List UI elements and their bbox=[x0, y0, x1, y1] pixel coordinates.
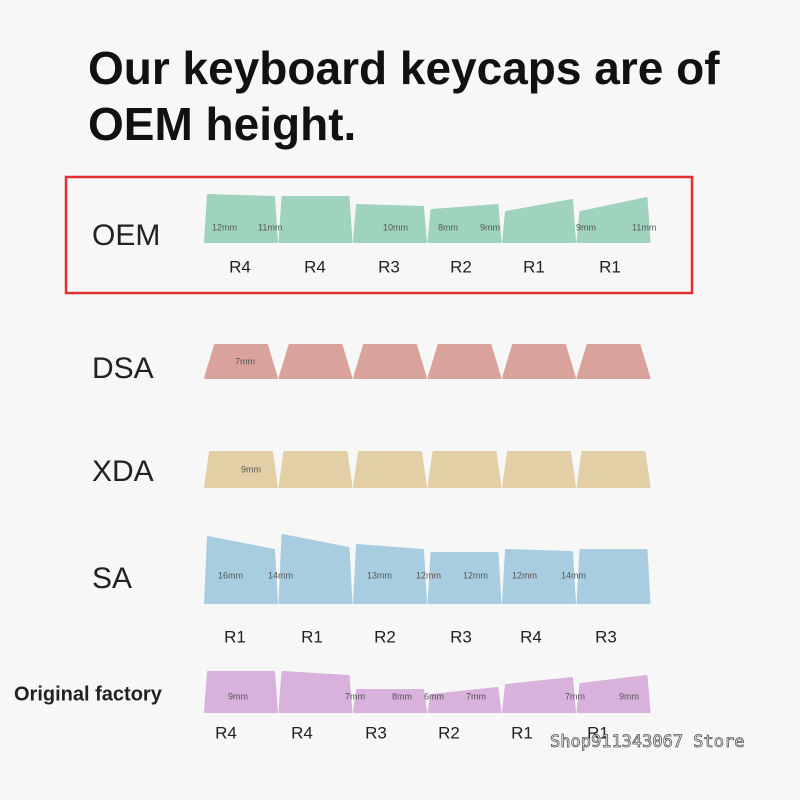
keycap bbox=[427, 552, 502, 604]
dimension-label: 7mm bbox=[345, 691, 365, 701]
dimension-label: 6mm bbox=[424, 691, 444, 701]
row-label: R1 bbox=[301, 627, 323, 646]
keycap bbox=[576, 197, 651, 243]
keycap bbox=[204, 536, 278, 604]
dimension-label: 7mm bbox=[565, 691, 585, 701]
dimension-label: 7mm bbox=[466, 691, 486, 701]
profile-name: OEM bbox=[92, 219, 160, 252]
row-label: R4 bbox=[229, 257, 251, 276]
keycap bbox=[204, 194, 278, 243]
row-label: R3 bbox=[365, 723, 387, 742]
row-label: R1 bbox=[224, 627, 246, 646]
dimension-label: 12mm bbox=[416, 570, 441, 580]
row-label: R1 bbox=[511, 723, 533, 742]
row-label: R1 bbox=[599, 257, 621, 276]
keycap bbox=[502, 344, 576, 379]
profile-name: DSA bbox=[92, 352, 154, 385]
keycap bbox=[278, 671, 353, 713]
row-label: R3 bbox=[595, 627, 617, 646]
keycap bbox=[427, 451, 502, 488]
keycap bbox=[204, 451, 278, 488]
row-label: R2 bbox=[438, 723, 460, 742]
keycap bbox=[576, 451, 651, 488]
row-label: R4 bbox=[304, 257, 326, 276]
keycap bbox=[427, 344, 502, 379]
dimension-label: 12mm bbox=[512, 570, 537, 580]
dimension-label: 11mm bbox=[632, 222, 656, 232]
dimension-label: 9mm bbox=[241, 464, 261, 474]
keycap bbox=[427, 687, 502, 713]
dimension-label: 14mm bbox=[561, 570, 586, 580]
keycap bbox=[278, 196, 353, 243]
dimension-label: 7mm bbox=[235, 356, 255, 366]
dimension-label: 13mm bbox=[367, 570, 392, 580]
keycap bbox=[502, 199, 576, 243]
keycap bbox=[278, 451, 353, 488]
keycap bbox=[576, 675, 651, 713]
row-label: R2 bbox=[450, 257, 472, 276]
dimension-label: 12mm bbox=[212, 222, 237, 232]
row-label: R4 bbox=[291, 723, 313, 742]
dimension-label: 12mm bbox=[463, 570, 488, 580]
row-label: R1 bbox=[587, 723, 609, 742]
keycap bbox=[353, 451, 427, 488]
profile-name: SA bbox=[92, 562, 132, 595]
dimension-label: 10mm bbox=[383, 222, 408, 232]
dimension-label: 8mm bbox=[392, 691, 412, 701]
profile-name: Original factory bbox=[14, 683, 163, 705]
row-label: R3 bbox=[378, 257, 400, 276]
keycap bbox=[204, 344, 278, 379]
keycap bbox=[353, 204, 427, 243]
highlight-box bbox=[64, 175, 694, 295]
keycap bbox=[502, 677, 576, 713]
dimension-label: 9mm bbox=[228, 691, 248, 701]
keycap bbox=[353, 689, 427, 713]
keycap bbox=[278, 344, 353, 379]
keycap bbox=[502, 451, 576, 488]
title-line: OEM height. bbox=[88, 98, 356, 150]
keycap bbox=[353, 544, 427, 604]
dimension-label: 14mm bbox=[268, 570, 293, 580]
keycap bbox=[278, 534, 353, 604]
dimension-label: 9mm bbox=[480, 222, 500, 232]
keycap bbox=[204, 671, 278, 713]
keycap bbox=[576, 549, 651, 604]
dimension-label: 9mm bbox=[576, 222, 596, 232]
watermark: Shop911343067 Store bbox=[550, 732, 744, 752]
row-label: R2 bbox=[374, 627, 396, 646]
keycap bbox=[353, 344, 427, 379]
dimension-label: 16mm bbox=[218, 570, 243, 580]
title-line: Our keyboard keycaps are of bbox=[88, 42, 720, 94]
row-label: R1 bbox=[523, 257, 545, 276]
row-label: R3 bbox=[450, 627, 472, 646]
row-label: R4 bbox=[520, 627, 542, 646]
keycap bbox=[576, 344, 651, 379]
row-label: R4 bbox=[215, 723, 237, 742]
dimension-label: 11mm bbox=[258, 222, 282, 232]
keycap bbox=[427, 204, 502, 243]
dimension-label: 9mm bbox=[619, 691, 639, 701]
dimension-label: 8mm bbox=[438, 222, 458, 232]
keycap bbox=[502, 549, 576, 604]
profile-name: XDA bbox=[92, 455, 154, 488]
